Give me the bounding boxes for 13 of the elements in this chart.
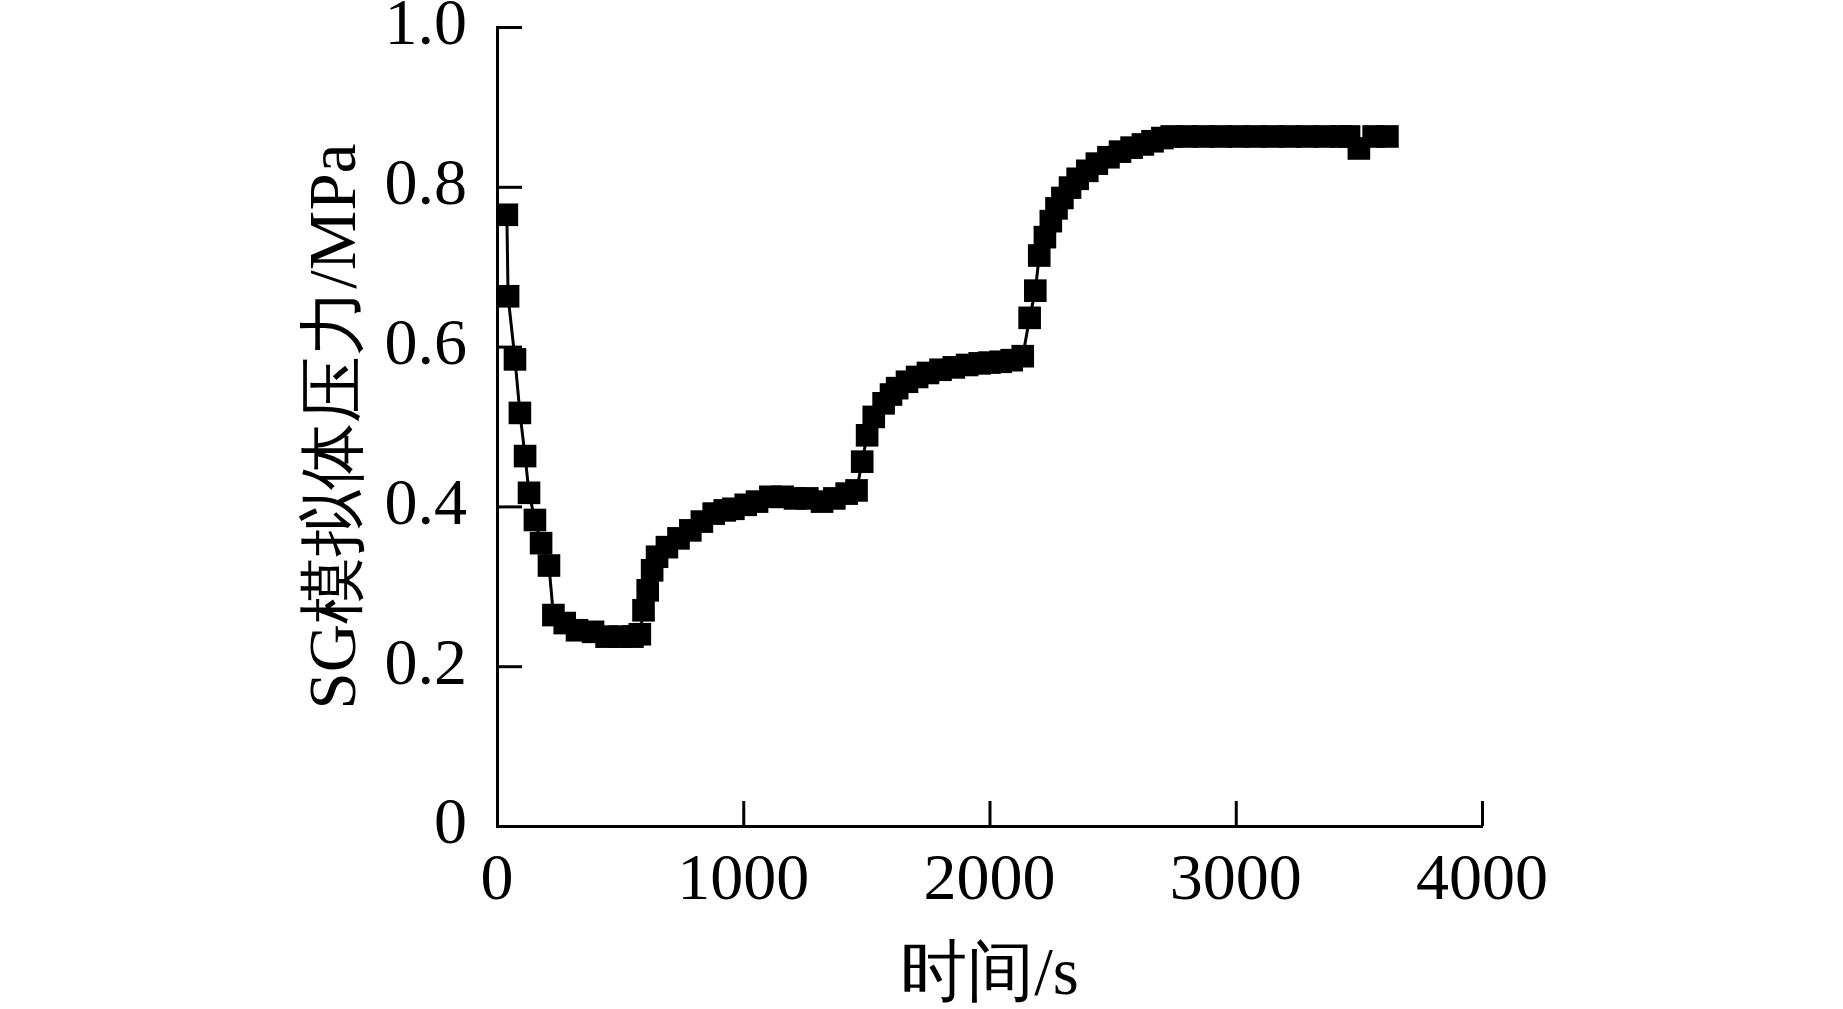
- x-tick-label: 3000: [1169, 839, 1302, 913]
- y-tick-label: 1.0: [384, 0, 467, 59]
- x-tick-label: 2000: [923, 839, 1056, 913]
- x-tick-label: 0: [480, 839, 514, 913]
- x-tick-label: 1000: [677, 839, 810, 913]
- x-tick-label: 4000: [1416, 839, 1548, 913]
- x-axis-title: 时间/s: [900, 934, 1079, 1009]
- y-tick-label: 0.2: [384, 624, 467, 698]
- y-tick-label: 0: [434, 784, 467, 858]
- y-tick-label: 0.8: [384, 145, 467, 219]
- y-axis-title: SG模拟体压力/MPa: [294, 143, 369, 710]
- y-tick-label: 0.4: [384, 464, 467, 538]
- y-tick-label: 0.6: [384, 304, 467, 378]
